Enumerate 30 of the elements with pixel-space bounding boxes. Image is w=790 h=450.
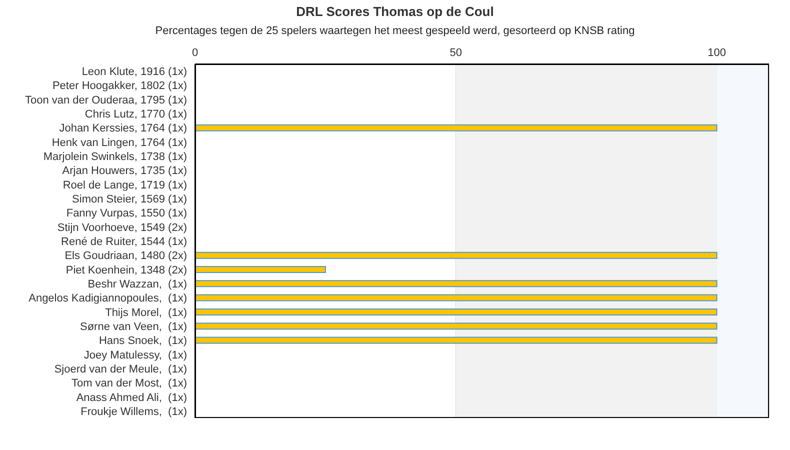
y-tick-label: Sørne van Veen, (1x) [80, 320, 187, 333]
y-tick-label: Stijn Voorhoeve, 1549 (2x) [57, 222, 187, 234]
y-tick-label: Henk van Lingen, 1764 (1x) [52, 136, 187, 149]
y-tick-label: René de Ruiter, 1544 (1x) [61, 236, 187, 248]
y-tick-label: Peter Hoogakker, 1802 (1x) [52, 80, 187, 92]
y-tick-label: Fanny Vurpas, 1550 (1x) [66, 208, 187, 220]
y-tick-label: Piet Koenhein, 1348 (2x) [66, 264, 187, 276]
chart-title: DRL Scores Thomas op de Coul [295, 4, 495, 19]
y-tick-label: Joey Matulessy, (1x) [84, 349, 187, 362]
x-tick-label: 50 [450, 47, 462, 59]
x-tick-label: 100 [708, 47, 726, 59]
y-tick-label: Marjolein Swinkels, 1738 (1x) [43, 151, 187, 164]
y-tick-label: Angelos Kadigiannopoules, (1x) [28, 292, 187, 305]
x-tick-label: 0 [192, 47, 198, 59]
y-tick-label: Beshr Wazzan, (1x) [88, 278, 187, 290]
y-tick-label: Thijs Morel, (1x) [105, 306, 187, 319]
y-tick-label: Sjoerd van der Meule, (1x) [54, 363, 187, 376]
y-tick-label: Toon van der Ouderaa, 1795 (1x) [24, 94, 187, 106]
chart-subtitle: Percentages tegen de 25 spelers waartegen het meest gespeeld werd, gesorteerd op KNSB rating [154, 25, 636, 37]
y-tick-label: Chris Lutz, 1770 (1x) [84, 108, 187, 121]
y-tick-label: Els Goudriaan, 1480 (2x) [64, 250, 187, 262]
y-tick-label: Simon Steier, 1569 (1x) [72, 194, 187, 206]
y-tick-label: Leon Klute, 1916 (1x) [82, 66, 187, 78]
y-tick-label: Froukje Willems, (1x) [80, 406, 187, 418]
y-tick-label: Arjan Houwers, 1735 (1x) [62, 165, 187, 178]
y-tick-label: Anass Ahmed Ali, (1x) [76, 392, 187, 404]
y-tick-label: Hans Snoek, (1x) [98, 335, 187, 348]
y-tick-label: Tom van der Most, (1x) [71, 378, 187, 390]
y-tick-label: Johan Kerssies, 1764 (1x) [59, 122, 187, 135]
y-tick-label: Roel de Lange, 1719 (1x) [62, 179, 187, 192]
